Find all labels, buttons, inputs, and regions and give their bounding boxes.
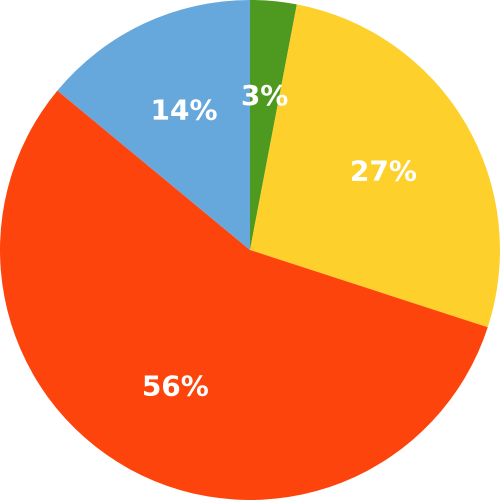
pie-slice-label: 56% [142,369,209,402]
pie-slice-27-percent [250,4,500,328]
pie-slice-3-percent [250,0,297,250]
pie-labels: 3% 27% 56% 14% [142,79,417,402]
pie-slice-label: 27% [350,155,417,188]
pie-slice-56-percent [0,90,488,500]
pie-slice-14-percent [57,0,251,250]
pie-slice-label: 3% [241,79,289,112]
pie-slice-label: 14% [150,93,217,126]
